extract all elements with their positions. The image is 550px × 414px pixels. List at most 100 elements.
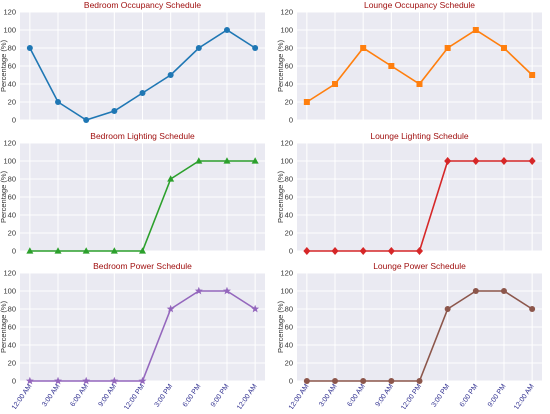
- data-point-7: [223, 157, 231, 164]
- data-point-4: [139, 90, 146, 96]
- x-tick-label: 6:00 AM: [346, 383, 367, 408]
- y-tick-label: 0: [289, 247, 293, 256]
- y-tick-label: 100: [3, 26, 16, 35]
- y-tick-label: 80: [285, 305, 293, 314]
- subplot-title: Lounge Lighting Schedule: [370, 131, 469, 141]
- data-point-3: [111, 108, 118, 114]
- data-point-0: [303, 247, 311, 255]
- y-tick-label: 20: [285, 98, 293, 107]
- data-point-1: [331, 247, 339, 255]
- data-point-1: [332, 378, 339, 384]
- y-tick-label: 40: [285, 211, 293, 220]
- y-tick-label: 60: [8, 323, 16, 332]
- y-tick-label: 40: [8, 80, 16, 89]
- y-tick-label: 60: [8, 193, 16, 202]
- data-point-6: [472, 288, 479, 294]
- data-point-3: [110, 247, 118, 254]
- data-point-1: [55, 99, 62, 105]
- y-tick-label: 100: [280, 26, 293, 35]
- x-tick-label: 12:00 AM: [513, 383, 536, 409]
- data-point-0: [26, 247, 34, 254]
- data-point-8: [529, 72, 536, 78]
- y-tick-label: 0: [289, 377, 293, 386]
- y-tick-label: 60: [285, 193, 293, 202]
- data-point-2: [360, 378, 367, 384]
- y-tick-label: 120: [3, 269, 16, 278]
- data-point-7: [222, 286, 231, 295]
- subplot-3: 0 20 40 60 80 100 120 Percentage (%) Bedroom Lig…: [0, 131, 265, 256]
- y-axis-label: Percentage (%): [276, 170, 285, 223]
- data-point-4: [416, 81, 423, 87]
- data-point-4: [416, 378, 423, 384]
- y-axis-label: Percentage (%): [0, 300, 8, 353]
- y-tick-label: 40: [8, 341, 16, 350]
- subplot-1: 0 20 40 60 80 100 120 Percentage (%) Bedroom Occ…: [0, 0, 265, 125]
- x-tick-label: 9:00 PM: [487, 383, 508, 409]
- data-point-5: [166, 304, 175, 313]
- y-tick-label: 40: [285, 341, 293, 350]
- subplot-title: Lounge Power Schedule: [373, 261, 466, 271]
- data-point-5: [444, 45, 451, 51]
- y-tick-label: 120: [3, 8, 16, 17]
- y-tick-label: 120: [280, 269, 293, 278]
- x-tick-label: 12:00 AM: [11, 383, 34, 409]
- y-tick-label: 0: [12, 116, 16, 125]
- x-tick-label: 12:00 AM: [236, 383, 259, 409]
- y-tick-label: 0: [289, 116, 293, 125]
- y-tick-label: 40: [285, 80, 293, 89]
- y-tick-label: 80: [8, 44, 16, 53]
- x-tick-label: 12:00 AM: [288, 383, 311, 409]
- y-tick-label: 80: [8, 305, 16, 314]
- subplot-5: 0 20 40 60 80 100 120 Percentage (%) Bedroom Pow…: [0, 261, 265, 412]
- y-tick-label: 20: [8, 359, 16, 368]
- subplot-title: Bedroom Lighting Schedule: [90, 131, 195, 141]
- data-point-5: [444, 157, 452, 165]
- y-tick-label: 60: [8, 62, 16, 71]
- y-axis-label: Percentage (%): [276, 39, 285, 92]
- y-axis-label: Percentage (%): [0, 39, 8, 92]
- data-point-7: [500, 288, 507, 294]
- data-point-6: [472, 27, 479, 33]
- y-tick-label: 40: [8, 211, 16, 220]
- x-tick-label: 3:00 AM: [41, 383, 62, 408]
- x-tick-label: 9:00 AM: [98, 383, 119, 408]
- y-tick-label: 20: [285, 229, 293, 238]
- data-point-1: [54, 376, 63, 385]
- data-point-8: [529, 306, 536, 312]
- subplot-title: Bedroom Occupancy Schedule: [84, 0, 201, 10]
- data-point-1: [54, 247, 62, 254]
- data-point-8: [251, 157, 259, 164]
- y-tick-label: 20: [8, 229, 16, 238]
- x-tick-label: 3:00 PM: [154, 383, 175, 409]
- data-point-7: [500, 157, 508, 165]
- y-tick-label: 100: [280, 157, 293, 166]
- data-point-5: [444, 306, 451, 312]
- x-tick-label: 9:00 PM: [210, 383, 231, 409]
- data-point-3: [110, 376, 119, 385]
- y-tick-label: 80: [285, 175, 293, 184]
- x-tick-label: 9:00 AM: [375, 383, 396, 408]
- y-tick-label: 120: [280, 8, 293, 17]
- x-tick-label: 3:00 AM: [318, 383, 339, 408]
- x-tick-label: 6:00 PM: [459, 383, 480, 409]
- y-tick-label: 120: [3, 139, 16, 148]
- x-tick-label: 12:00 PM: [123, 383, 146, 409]
- subplot-4: 0 20 40 60 80 100 120 Percentage (%) Lounge Ligh…: [276, 131, 542, 256]
- data-point-0: [26, 45, 33, 51]
- data-point-1: [332, 81, 339, 87]
- data-point-0: [303, 378, 310, 384]
- y-tick-label: 120: [280, 139, 293, 148]
- data-point-6: [195, 157, 203, 164]
- y-tick-label: 60: [285, 62, 293, 71]
- data-point-4: [416, 247, 423, 255]
- subplot-title: Lounge Occupancy Schedule: [364, 0, 475, 10]
- x-tick-label: 12:00 PM: [400, 383, 423, 409]
- data-point-2: [359, 247, 367, 255]
- data-point-2: [82, 247, 90, 254]
- x-tick-label: 6:00 PM: [182, 383, 203, 409]
- data-point-6: [195, 45, 202, 51]
- y-tick-label: 100: [3, 157, 16, 166]
- data-point-4: [139, 247, 146, 254]
